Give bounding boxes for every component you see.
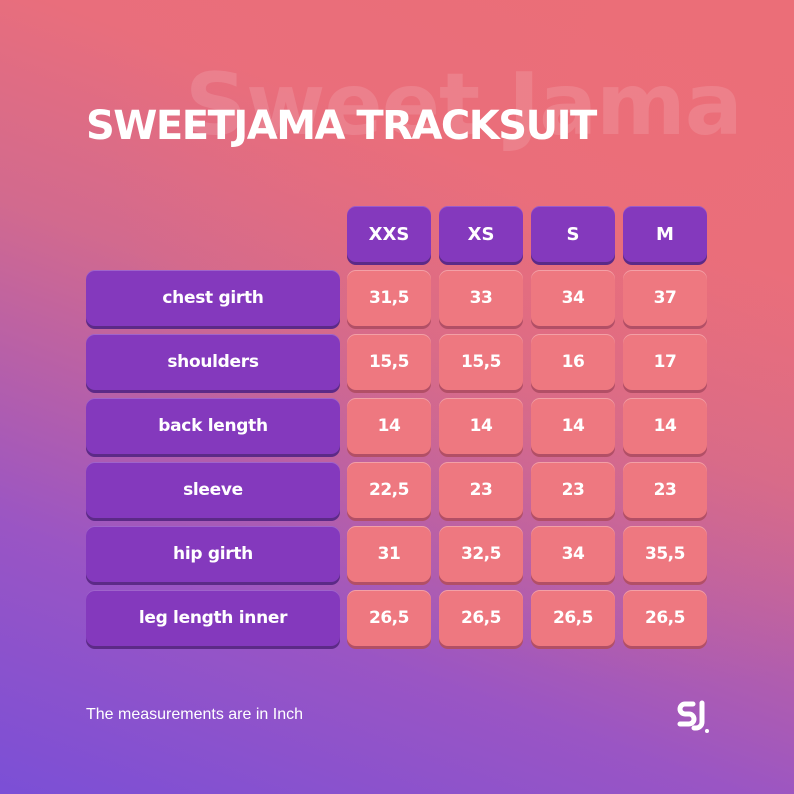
table-cell: 31 [347, 526, 431, 582]
table-cell: 35,5 [623, 526, 707, 582]
table-cell: 14 [623, 398, 707, 454]
table-cell: 26,5 [347, 590, 431, 646]
row-label-shoulders: shoulders [86, 334, 340, 390]
table-cell: 34 [531, 270, 615, 326]
size-header-xxs: XXS [347, 206, 431, 262]
sj-logo-icon [676, 698, 712, 738]
row-label-back-length: back length [86, 398, 340, 454]
brand-watermark: Sweet Jama [185, 55, 743, 155]
table-cell: 26,5 [623, 590, 707, 646]
table-cell: 22,5 [347, 462, 431, 518]
table-cell: 34 [531, 526, 615, 582]
units-footnote: The measurements are in Inch [86, 706, 303, 723]
table-cell: 26,5 [439, 590, 523, 646]
table-cell: 23 [439, 462, 523, 518]
table-cell: 23 [531, 462, 615, 518]
table-cell: 33 [439, 270, 523, 326]
table-cell: 32,5 [439, 526, 523, 582]
table-cell: 14 [347, 398, 431, 454]
table-cell: 23 [623, 462, 707, 518]
table-cell: 14 [439, 398, 523, 454]
row-label-leg-length-inner: leg length inner [86, 590, 340, 646]
row-label-sleeve: sleeve [86, 462, 340, 518]
table-cell: 26,5 [531, 590, 615, 646]
row-label-hip-girth: hip girth [86, 526, 340, 582]
table-cell: 15,5 [439, 334, 523, 390]
size-header-m: M [623, 206, 707, 262]
table-cell: 37 [623, 270, 707, 326]
table-cell: 17 [623, 334, 707, 390]
size-header-s: S [531, 206, 615, 262]
table-cell: 14 [531, 398, 615, 454]
table-cell: 31,5 [347, 270, 431, 326]
table-cell: 16 [531, 334, 615, 390]
size-header-xs: XS [439, 206, 523, 262]
page-title: SWEETJAMA TRACKSUIT [86, 103, 597, 149]
table-cell: 15,5 [347, 334, 431, 390]
row-label-chest-girth: chest girth [86, 270, 340, 326]
